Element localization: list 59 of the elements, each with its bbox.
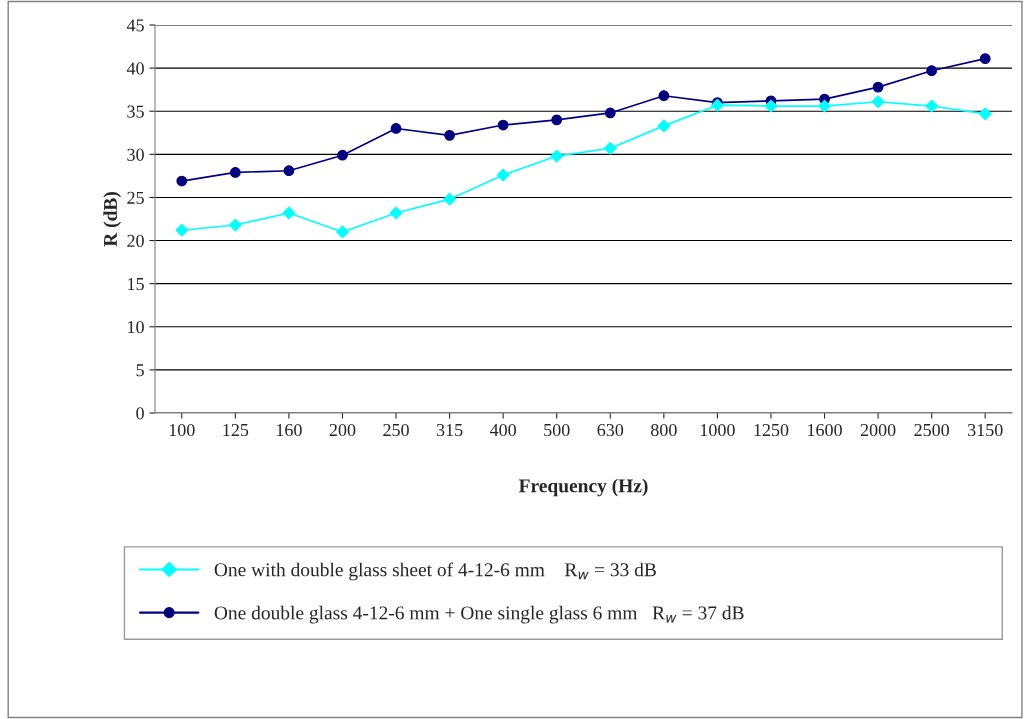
x-tick-label: 1250: [754, 423, 789, 437]
point: [925, 99, 939, 113]
point: [872, 81, 884, 93]
legend-label: One with double glass sheet of 4-12-6 mm R$_{w}$ = 33 dB: [214, 562, 656, 581]
point: [389, 206, 403, 220]
point: [551, 114, 563, 126]
x-tick-label: 630: [597, 423, 624, 437]
point: [871, 95, 885, 109]
point: [337, 149, 348, 161]
point: [443, 192, 457, 206]
point: [176, 175, 188, 187]
point: [764, 99, 778, 113]
legend-label: One double glass 4-12-6 mm + One single glass 6 mm R$_{w}$ = 37 dB: [214, 605, 744, 624]
x-tick-label: 800: [650, 423, 677, 437]
point: [229, 167, 241, 178]
point: [818, 99, 831, 113]
point: [978, 107, 992, 121]
x-tick-label: 3150: [968, 423, 1003, 437]
y-axis-title: R (dB): [103, 192, 121, 247]
point: [926, 65, 938, 77]
x-tick-label: 400: [489, 423, 517, 437]
point: [603, 141, 617, 155]
x-tick-label: 125: [223, 423, 249, 437]
y-tick-label: 30: [127, 148, 144, 161]
y-tick-label: 20: [127, 234, 144, 247]
x-tick-label: 1600: [808, 423, 842, 437]
y-tick-label: 35: [127, 105, 144, 118]
point: [550, 149, 564, 163]
point: [390, 123, 402, 134]
x-tick-label: 2000: [860, 423, 896, 437]
y-tick-label: 25: [127, 191, 144, 204]
y-tick-label: 15: [128, 278, 144, 291]
point: [282, 206, 296, 220]
x-axis-title: Frequency (Hz): [518, 478, 648, 497]
x-tick-label: 1000: [700, 423, 735, 437]
point: [496, 168, 510, 182]
point: [710, 98, 724, 112]
y-tick-label: 40: [126, 62, 144, 75]
x-tick-label: 315: [436, 423, 463, 437]
point: [658, 90, 670, 102]
y-tick-label: 5: [136, 364, 144, 377]
x-tick-label: 160: [276, 423, 302, 437]
point: [283, 165, 295, 177]
y-tick-label: 0: [136, 407, 144, 420]
point: [604, 107, 616, 119]
point: [228, 218, 242, 232]
y-tick-label: 45: [126, 19, 144, 32]
x-tick-label: 2500: [914, 423, 950, 437]
x-tick-label: 200: [329, 423, 356, 437]
point: [497, 119, 509, 131]
point: [657, 119, 671, 133]
point: [444, 129, 455, 141]
x-tick-label: 250: [383, 423, 409, 437]
point: [175, 223, 189, 237]
x-tick-label: 100: [169, 423, 195, 437]
y-tick-label: 10: [128, 321, 144, 334]
x-tick-label: 500: [544, 423, 570, 437]
point: [336, 225, 349, 239]
point: [979, 53, 991, 65]
